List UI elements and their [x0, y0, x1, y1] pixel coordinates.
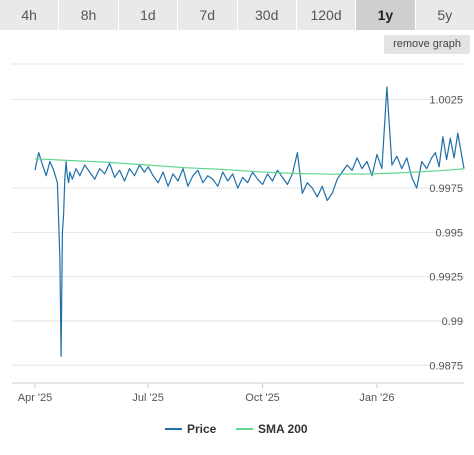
y-tick-label: 0.99	[442, 316, 463, 328]
x-tick-label: Jan '26	[359, 392, 394, 404]
y-tick-label: 1.0025	[429, 94, 463, 106]
tab-120d[interactable]: 120d	[296, 0, 357, 30]
tab-30d[interactable]: 30d	[237, 0, 297, 30]
legend-label-price: Price	[187, 422, 217, 436]
x-tick-label: Apr '25	[18, 392, 53, 404]
x-tick-label: Jul '25	[132, 392, 163, 404]
x-tick-label: Oct '25	[245, 392, 280, 404]
tab-7d[interactable]: 7d	[178, 0, 238, 30]
tab-1y[interactable]: 1y	[356, 0, 416, 30]
tab-8h[interactable]: 8h	[59, 0, 119, 30]
y-tick-label: 0.9925	[429, 272, 463, 284]
y-tick-label: 0.9875	[429, 360, 463, 372]
time-range-tabs: 4h 8h 1d 7d 30d 120d 1y 5y	[0, 0, 474, 30]
remove-graph-button[interactable]: remove graph	[384, 35, 470, 54]
tab-4h[interactable]: 4h	[0, 0, 60, 30]
series-line-price	[34, 86, 465, 357]
legend-label-sma-200: SMA 200	[258, 422, 308, 436]
tab-5y[interactable]: 5y	[415, 0, 474, 30]
y-tick-label: 0.9975	[429, 183, 463, 195]
series-line-sma-200	[34, 158, 465, 175]
y-tick-label: 0.995	[435, 227, 463, 239]
tab-1d[interactable]: 1d	[118, 0, 179, 30]
